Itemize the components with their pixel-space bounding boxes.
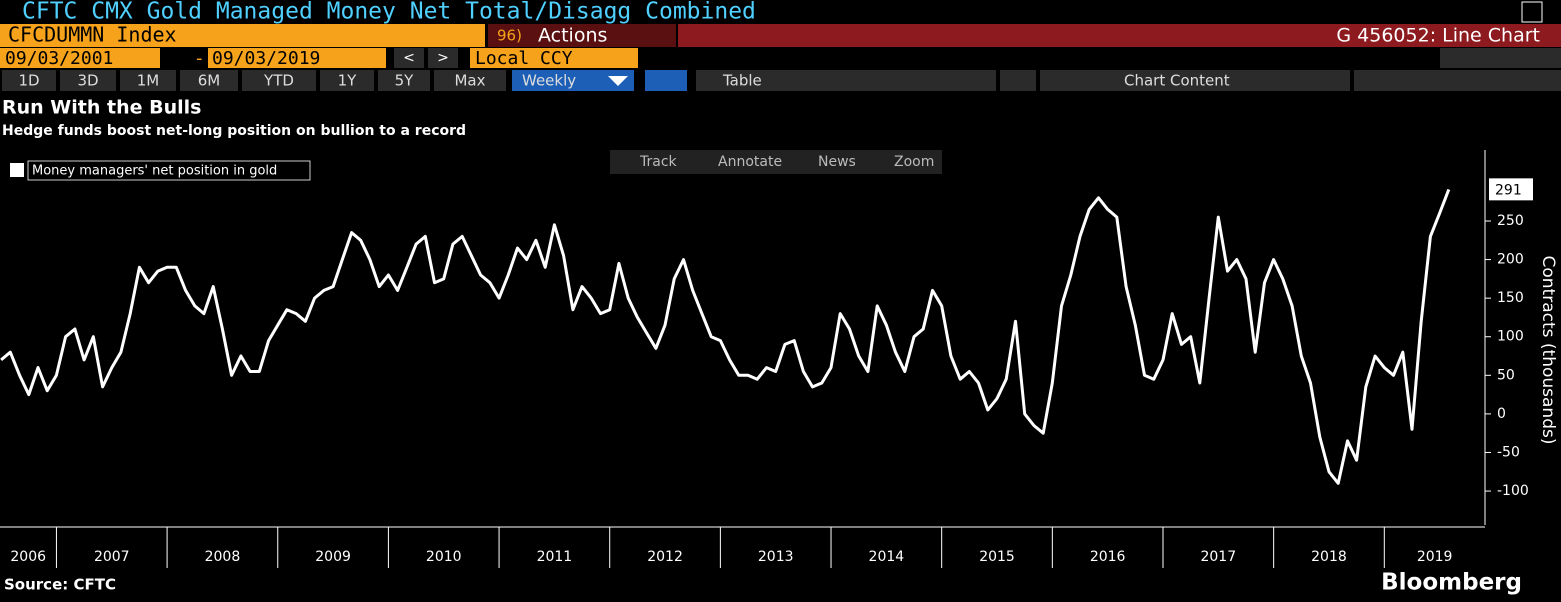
source: Source: CFTC: [4, 576, 116, 594]
y-tick-label: 150: [1497, 290, 1524, 306]
settings-button[interactable]: [1354, 70, 1561, 91]
period: 3D: [77, 72, 98, 90]
x-tick-label: 2008: [205, 549, 241, 565]
x-tick-label: 2018: [1311, 549, 1347, 565]
legend-label: Money managers' net position in gold: [32, 164, 277, 179]
last-value-box: [1489, 178, 1533, 201]
legend-frame: [27, 160, 311, 181]
y-tick-label: 250: [1497, 213, 1524, 229]
x-tick-label: 2011: [537, 549, 573, 565]
y-tick-label: -100: [1497, 483, 1529, 499]
chart-title: Run With the Bulls: [2, 97, 201, 119]
y-tick-label: 200: [1497, 252, 1524, 268]
date-separator: -: [196, 48, 203, 69]
period-button[interactable]: [434, 70, 506, 91]
collapse-button[interactable]: [1000, 70, 1036, 91]
dropdown-arrow: [608, 76, 628, 86]
period-button[interactable]: [378, 70, 430, 91]
x-tick-label: 2010: [426, 549, 462, 565]
chart-tool[interactable]: Zoom: [894, 154, 934, 170]
chart-tool[interactable]: News: [818, 154, 856, 170]
chart-toolbar: [610, 150, 942, 174]
prev: <: [403, 50, 415, 66]
period-button[interactable]: [60, 70, 116, 91]
period-button[interactable]: [320, 70, 374, 91]
prev-button[interactable]: [394, 48, 424, 68]
period-button[interactable]: [2, 70, 56, 91]
end-date: 09/03/2019: [212, 48, 320, 69]
line-icon-button[interactable]: [645, 70, 687, 91]
x-tick-label: 2007: [94, 549, 130, 565]
period-button[interactable]: [120, 70, 176, 91]
period: 1M: [137, 72, 160, 90]
period-button[interactable]: [242, 70, 316, 91]
period-button[interactable]: [180, 70, 238, 91]
period: 5Y: [395, 72, 415, 90]
window-title: CFTC CMX Gold Managed Money Net Total/Di…: [22, 0, 756, 25]
start-date: 09/03/2001: [5, 48, 113, 69]
y-tick-label: -50: [1497, 444, 1520, 460]
end-date-box[interactable]: [208, 48, 386, 68]
export-icon[interactable]: [1521, 1, 1543, 23]
x-tick-label: 2012: [647, 549, 683, 565]
actions-num: 96): [497, 27, 522, 45]
start-date-box[interactable]: [0, 48, 160, 68]
y-tick-label: 50: [1497, 367, 1515, 383]
x-tick-label: 2014: [869, 549, 905, 565]
x-tick-label: 2016: [1090, 549, 1126, 565]
period: 1Y: [338, 72, 358, 90]
x-tick-label: 2017: [1200, 549, 1236, 565]
chart-content: Chart Content: [1124, 72, 1230, 90]
next-button[interactable]: [428, 48, 458, 68]
period: YTD: [263, 72, 294, 90]
x-tick-label: 2013: [758, 549, 794, 565]
period: 6M: [198, 72, 221, 90]
y-tick-label: 0: [1497, 406, 1506, 422]
frequency: Weekly: [522, 72, 576, 90]
x-tick-label: 2015: [979, 549, 1015, 565]
x-tick-label: 2006: [10, 549, 46, 565]
y-axis-label: Contracts (thousands): [1538, 256, 1558, 445]
y-tick-label: 100: [1497, 329, 1524, 345]
legend-swatch: [10, 163, 24, 177]
ticker-box[interactable]: [0, 24, 485, 47]
actions-label: Actions: [538, 25, 607, 47]
next: >: [437, 50, 449, 66]
chart-tool[interactable]: Annotate: [718, 154, 782, 170]
actions-button[interactable]: [488, 24, 676, 47]
chart-tool[interactable]: Track: [639, 154, 678, 170]
period: Max: [454, 72, 485, 90]
table: Table: [722, 72, 762, 90]
chart-content-button[interactable]: [1040, 70, 1350, 91]
table-button[interactable]: [696, 70, 996, 91]
x-tick-label: 2019: [1417, 549, 1453, 565]
x-tick-label: 2009: [315, 549, 351, 565]
currency: Local CCY: [475, 48, 573, 69]
data-line: [0, 188, 1451, 485]
currency-box[interactable]: [470, 48, 638, 68]
frequency-button[interactable]: [512, 70, 634, 91]
ticker: CFCDUMMN Index: [8, 23, 177, 47]
brand: Bloomberg: [1381, 570, 1522, 596]
last-value-label: 291: [1495, 182, 1522, 198]
chart-id: G 456052: Line Chart: [1336, 25, 1540, 47]
period: 1D: [18, 72, 39, 90]
header-bar: [678, 24, 1561, 47]
undo-redo[interactable]: [1440, 48, 1561, 68]
chart-subtitle: Hedge funds boost net-long position on b…: [2, 123, 466, 139]
